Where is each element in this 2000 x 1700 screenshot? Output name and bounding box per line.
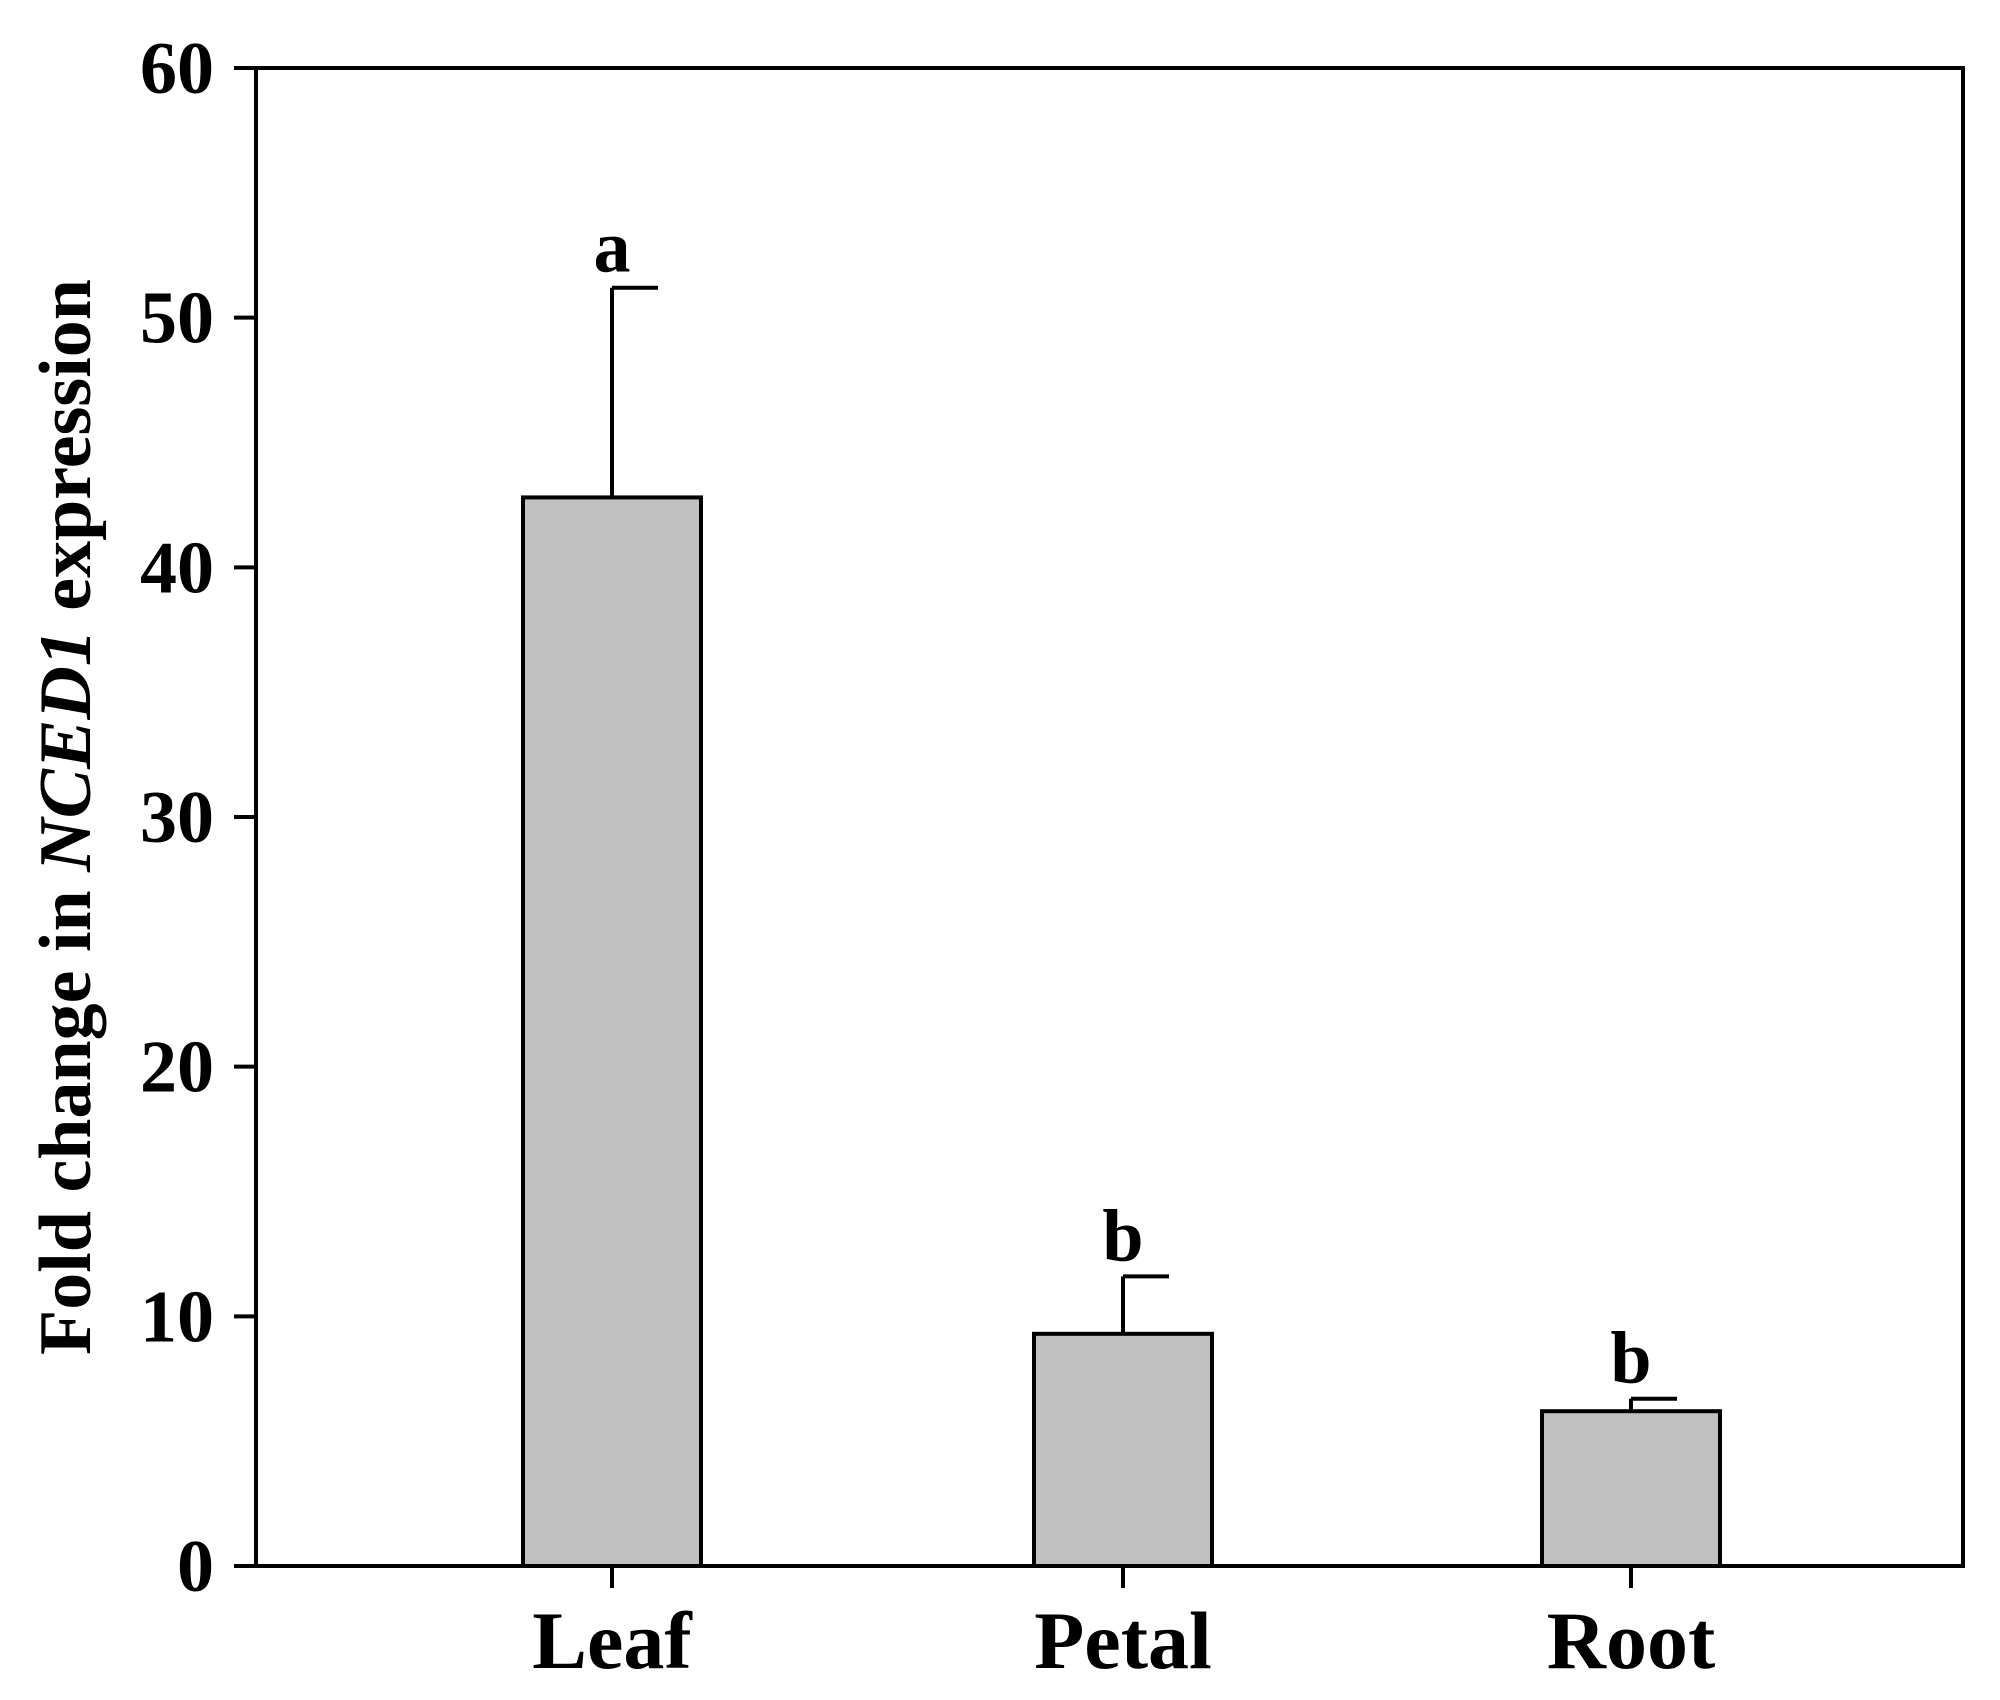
significance-letter-leaf: a — [594, 207, 631, 289]
significance-letters-group: a b b — [594, 207, 1652, 1400]
y-axis-title-prefix: Fold change in — [25, 872, 107, 1355]
y-axis-title: Fold change in NCED1 expression — [25, 279, 107, 1355]
y-tick-label: 30 — [140, 777, 214, 859]
y-tick-label: 20 — [140, 1027, 214, 1109]
y-tick-label: 60 — [140, 28, 214, 110]
y-axis-title-suffix: expression — [25, 279, 107, 629]
y-tick-label: 40 — [140, 527, 214, 609]
significance-letter-petal: b — [1102, 1195, 1143, 1277]
y-tick-label: 50 — [140, 278, 214, 360]
y-axis: 0 10 20 30 40 50 60 — [140, 28, 256, 1608]
y-tick-label: 10 — [140, 1276, 214, 1358]
significance-letter-root: b — [1610, 1318, 1651, 1400]
x-tick-label-leaf: Leaf — [532, 1595, 693, 1686]
x-tick-label-root: Root — [1547, 1595, 1716, 1686]
error-bars-group — [610, 285, 1677, 1412]
bar-leaf — [521, 495, 703, 1569]
bars-group — [521, 495, 1722, 1569]
bar-petal — [1032, 1331, 1214, 1569]
y-axis-title-gene: NCED1 — [25, 629, 107, 873]
x-tick-label-petal: Petal — [1034, 1595, 1212, 1686]
bar-root — [1540, 1409, 1722, 1568]
y-tick-label: 0 — [177, 1526, 214, 1608]
x-axis: Leaf Petal Root — [532, 1566, 1715, 1686]
